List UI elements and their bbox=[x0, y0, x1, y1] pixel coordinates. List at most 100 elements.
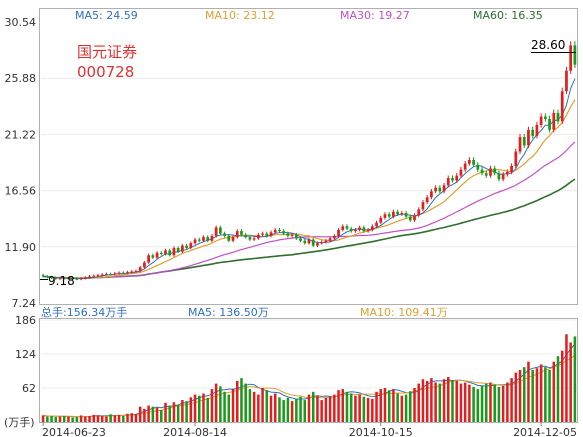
volume-bar bbox=[282, 400, 285, 422]
volume-bar bbox=[417, 383, 420, 422]
candle-body bbox=[366, 229, 370, 232]
candle-body bbox=[543, 116, 547, 119]
volume-bar bbox=[206, 397, 209, 422]
candle-body bbox=[316, 243, 319, 246]
candle-body bbox=[455, 175, 459, 181]
volume-bar bbox=[278, 397, 281, 422]
volume-bar bbox=[122, 415, 125, 422]
volume-bar bbox=[227, 394, 231, 422]
candle-body bbox=[307, 239, 311, 244]
volume-bar bbox=[501, 385, 505, 422]
volume-bar bbox=[311, 391, 315, 422]
candle-body bbox=[159, 252, 163, 255]
volume-bar bbox=[518, 369, 522, 422]
candle-body bbox=[434, 187, 437, 192]
volume-bar bbox=[328, 396, 332, 422]
volume-bar bbox=[134, 414, 138, 422]
candle-body bbox=[299, 238, 302, 241]
ma10-label: MA10: 23.12 bbox=[205, 9, 275, 22]
volume-bar bbox=[341, 389, 345, 422]
volume-bar bbox=[147, 405, 150, 422]
volume-bar bbox=[484, 383, 488, 422]
candle-body bbox=[189, 243, 193, 249]
candle-body bbox=[134, 270, 138, 272]
price-tick-label: 7.24 bbox=[12, 297, 37, 310]
candle-body bbox=[290, 234, 294, 236]
volume-bar bbox=[46, 416, 49, 422]
candle-body bbox=[109, 273, 113, 275]
price-tick-label: 11.90 bbox=[5, 241, 37, 254]
candle-body bbox=[248, 237, 252, 240]
candle-body bbox=[417, 209, 421, 216]
volume-bar bbox=[105, 416, 108, 422]
volume-bar bbox=[231, 389, 235, 422]
candle-body bbox=[518, 137, 522, 152]
volume-bar bbox=[324, 397, 328, 422]
candle-body bbox=[565, 70, 568, 92]
candlesticks bbox=[41, 41, 577, 281]
ma10-line bbox=[43, 99, 576, 279]
candle-body bbox=[375, 222, 378, 227]
candle-body bbox=[311, 239, 315, 246]
volume-bar bbox=[434, 382, 437, 422]
candle-body bbox=[476, 164, 480, 170]
candle-body bbox=[155, 252, 159, 258]
candle-body bbox=[41, 275, 45, 277]
volume-bar bbox=[155, 407, 159, 422]
volume-bar bbox=[316, 395, 319, 422]
candle-body bbox=[193, 239, 197, 244]
candle-body bbox=[143, 262, 146, 268]
candle-body bbox=[548, 118, 551, 130]
volume-axis-labels: 186 124 62 bbox=[15, 314, 36, 395]
high-annotation: 28.60 bbox=[531, 38, 565, 52]
candle-body bbox=[484, 173, 488, 176]
gridlines bbox=[41, 77, 577, 389]
volume-bar bbox=[451, 380, 454, 422]
candle-body bbox=[113, 273, 117, 275]
candle-body bbox=[404, 213, 408, 217]
volume-bar bbox=[354, 395, 357, 422]
candle-body bbox=[303, 240, 307, 244]
volume-bar bbox=[181, 400, 184, 422]
volume-bar bbox=[244, 383, 247, 422]
volume-bar bbox=[96, 415, 100, 422]
candle-body bbox=[408, 216, 412, 221]
candle-body bbox=[383, 214, 387, 218]
volume-bar bbox=[463, 382, 467, 422]
candle-body bbox=[539, 116, 543, 125]
candle-body bbox=[358, 227, 362, 230]
candle-body bbox=[83, 277, 87, 279]
volume-ma10-label: MA10: 109.41万 bbox=[360, 306, 448, 319]
candle-body bbox=[531, 129, 535, 136]
candle-body bbox=[573, 45, 577, 65]
candle-body bbox=[370, 226, 374, 230]
volume-bar bbox=[371, 398, 374, 422]
candle-body bbox=[387, 214, 391, 217]
candle-body bbox=[282, 231, 286, 234]
volume-bar bbox=[88, 415, 91, 422]
volume-bar bbox=[531, 369, 534, 422]
candle-body bbox=[71, 278, 75, 280]
candle-body bbox=[202, 237, 205, 241]
candle-body bbox=[244, 234, 248, 238]
volume-bar bbox=[442, 379, 446, 422]
volume-bar bbox=[198, 395, 201, 422]
volume-bar bbox=[506, 382, 509, 422]
volume-bar bbox=[189, 397, 193, 422]
candle-body bbox=[354, 229, 357, 232]
volume-unit: (万手) bbox=[4, 415, 35, 429]
ma5-line bbox=[43, 78, 576, 280]
candle-body bbox=[79, 278, 83, 280]
volume-bar bbox=[240, 378, 243, 422]
volume-tick-label: 124 bbox=[15, 348, 36, 361]
price-tick-label: 30.54 bbox=[5, 16, 37, 29]
price-axis-labels: 30.54 25.88 21.22 16.56 11.90 7.24 bbox=[5, 16, 37, 310]
candle-body bbox=[240, 231, 243, 235]
candle-body bbox=[294, 234, 298, 239]
candle-body bbox=[442, 185, 446, 192]
candle-body bbox=[337, 229, 340, 236]
candle-body bbox=[265, 233, 269, 236]
candle-body bbox=[54, 277, 58, 279]
volume-bar bbox=[130, 413, 134, 422]
volume-bar bbox=[493, 384, 496, 422]
